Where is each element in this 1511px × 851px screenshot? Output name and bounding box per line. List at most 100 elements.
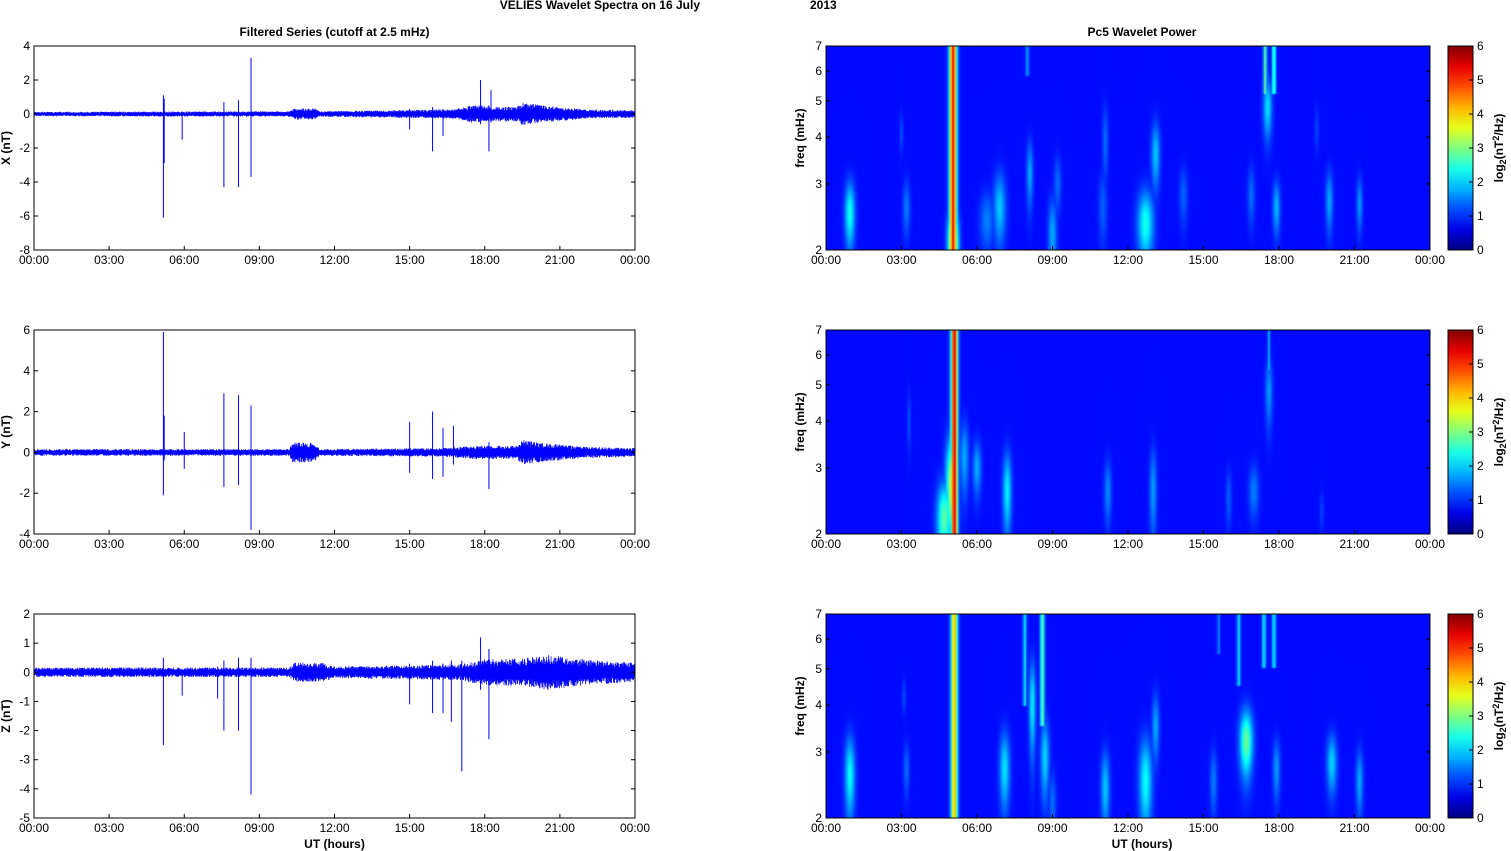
x-tick-label: 00:00 bbox=[1415, 537, 1445, 551]
y-tick-label: 2 bbox=[23, 607, 30, 621]
x-tick-label: 21:00 bbox=[545, 253, 575, 267]
x-tick-label: 06:00 bbox=[169, 537, 199, 551]
colorbar-tick-label: 5 bbox=[1477, 357, 1484, 371]
colorbar-label-part: /Hz) bbox=[1492, 398, 1506, 420]
y-tick-label: 0 bbox=[23, 665, 30, 679]
x-tick-label: 18:00 bbox=[1264, 537, 1294, 551]
wavelet-power-map bbox=[826, 614, 1430, 818]
wavelet-panel-z: 2 3 4 5 6 7 00:00 03:00 06:00 09:00 12:00 15:00 18:0… bbox=[793, 607, 1508, 851]
y-tick-label: 2 bbox=[815, 811, 822, 825]
x-tick-label: 00:00 bbox=[19, 253, 49, 267]
x-tick-label: 03:00 bbox=[886, 537, 916, 551]
y-tick-label: 6 bbox=[815, 64, 822, 78]
colorbar-tick-label: 3 bbox=[1477, 709, 1484, 723]
y-tick-label: 7 bbox=[815, 39, 822, 53]
x-tick-label: 00:00 bbox=[620, 253, 650, 267]
y-tick-label: 2 bbox=[23, 405, 30, 419]
x-tick-label: 21:00 bbox=[545, 537, 575, 551]
x-tick-label: 12:00 bbox=[1113, 537, 1143, 551]
y-tick-label: -1 bbox=[19, 694, 30, 708]
y-tick-label: 7 bbox=[815, 607, 822, 621]
x-tick-label: 18:00 bbox=[1264, 253, 1294, 267]
y-axis-label: X (nT) bbox=[0, 131, 13, 165]
x-tick-label: 03:00 bbox=[886, 253, 916, 267]
colorbar-tick-label: 6 bbox=[1477, 39, 1484, 53]
y-tick-label: -6 bbox=[19, 209, 30, 223]
colorbar-label-part: 2 bbox=[1498, 727, 1508, 732]
y-tick-label: 6 bbox=[815, 632, 822, 646]
y-tick-label: -4 bbox=[19, 175, 30, 189]
colorbar-scale bbox=[1447, 45, 1474, 251]
x-tick-label: 00:00 bbox=[620, 821, 650, 835]
x-tick-label: 00:00 bbox=[1415, 253, 1445, 267]
x-tick-label: 03:00 bbox=[94, 537, 124, 551]
plot-area bbox=[34, 614, 635, 818]
colorbar-label-part: 2 bbox=[1498, 159, 1508, 164]
x-tick-label: 18:00 bbox=[470, 253, 500, 267]
y-tick-label: 7 bbox=[815, 323, 822, 337]
y-tick-label: -2 bbox=[19, 141, 30, 155]
x-tick-label: 21:00 bbox=[1339, 253, 1369, 267]
colorbar-tick-label: 5 bbox=[1477, 641, 1484, 655]
x-tick-label: 18:00 bbox=[1264, 821, 1294, 835]
x-tick-label: 15:00 bbox=[395, 821, 425, 835]
x-tick-label: 09:00 bbox=[1037, 821, 1067, 835]
y-tick-label: 4 bbox=[815, 414, 822, 428]
colorbar-label-part: (nT bbox=[1492, 424, 1506, 443]
y-tick-label: 5 bbox=[815, 94, 822, 108]
y-tick-label: -4 bbox=[19, 527, 30, 541]
colorbar-tick-label: 2 bbox=[1477, 743, 1484, 757]
line-panel-y: -4 -2 0 2 4 6 00:00 03:00 06:00 09:00 12:00 15:00 18… bbox=[0, 323, 650, 551]
colorbar-tick-label: 2 bbox=[1477, 175, 1484, 189]
line-panel-z: -5 -4 -3 -2 -1 0 1 2 00:00 03:00 06:00 09:00 12:00 15… bbox=[0, 607, 650, 851]
y-tick-label: 4 bbox=[23, 39, 30, 53]
figure-title-year: 2013 bbox=[810, 0, 837, 12]
y-tick-label: 2 bbox=[23, 73, 30, 87]
x-tick-label: 15:00 bbox=[1188, 537, 1218, 551]
colorbar-label-part: log bbox=[1492, 448, 1506, 466]
colorbar-label: log2(nT2/Hz) bbox=[1491, 114, 1508, 183]
y-axis-label: freq (mHz) bbox=[793, 108, 807, 167]
plot-area bbox=[34, 330, 635, 534]
y-axis-label: Y (nT) bbox=[0, 415, 13, 449]
x-tick-label: 06:00 bbox=[962, 821, 992, 835]
colorbar-label-part: log bbox=[1492, 164, 1506, 182]
colorbar-tick-label: 3 bbox=[1477, 425, 1484, 439]
colorbar-tick-label: 4 bbox=[1477, 675, 1484, 689]
y-tick-label: -5 bbox=[19, 811, 30, 825]
colorbar-label-part: 2 bbox=[1491, 420, 1501, 425]
x-tick-label: 21:00 bbox=[545, 821, 575, 835]
y-tick-label: 6 bbox=[815, 348, 822, 362]
y-tick-label: 3 bbox=[815, 177, 822, 191]
y-tick-label: -4 bbox=[19, 782, 30, 796]
panel-title: Pc5 Wavelet Power bbox=[1088, 25, 1197, 39]
wavelet-panel-x: 2 3 4 5 6 7 00:00 03:00 06:00 09:00 12:00 15:00 18:0… bbox=[793, 25, 1508, 267]
colorbar-label: log2(nT2/Hz) bbox=[1491, 682, 1508, 751]
x-tick-label: 15:00 bbox=[1188, 821, 1218, 835]
x-tick-label: 12:00 bbox=[319, 253, 349, 267]
x-tick-label: 09:00 bbox=[1037, 537, 1067, 551]
y-tick-label: 4 bbox=[815, 698, 822, 712]
y-tick-label: 4 bbox=[23, 364, 30, 378]
y-tick-label: -3 bbox=[19, 753, 30, 767]
wavelet-panel-y: 2 3 4 5 6 7 00:00 03:00 06:00 09:00 12:00 15:00 18:0… bbox=[793, 323, 1508, 551]
y-tick-label: 6 bbox=[23, 323, 30, 337]
x-axis-label: UT (hours) bbox=[304, 837, 365, 851]
plot-area bbox=[34, 46, 635, 250]
x-tick-label: 06:00 bbox=[169, 821, 199, 835]
colorbar-tick-label: 1 bbox=[1477, 209, 1484, 223]
panels: -8 -6 -4 -2 0 2 4 00:00 03:00 06:00 09:00 12:00 15:0… bbox=[0, 25, 1508, 851]
line-panel-x: -8 -6 -4 -2 0 2 4 00:00 03:00 06:00 09:00 12:00 15:0… bbox=[0, 25, 650, 267]
x-tick-label: 21:00 bbox=[1339, 537, 1369, 551]
colorbar-scale bbox=[1447, 329, 1474, 535]
y-tick-label: 3 bbox=[815, 745, 822, 759]
colorbar-tick-label: 4 bbox=[1477, 391, 1484, 405]
y-axis-label: Z (nT) bbox=[0, 699, 13, 732]
colorbar-tick-label: 2 bbox=[1477, 459, 1484, 473]
colorbar-label-part: log bbox=[1492, 732, 1506, 750]
colorbar-label-part: /Hz) bbox=[1492, 682, 1506, 704]
x-tick-label: 03:00 bbox=[94, 253, 124, 267]
